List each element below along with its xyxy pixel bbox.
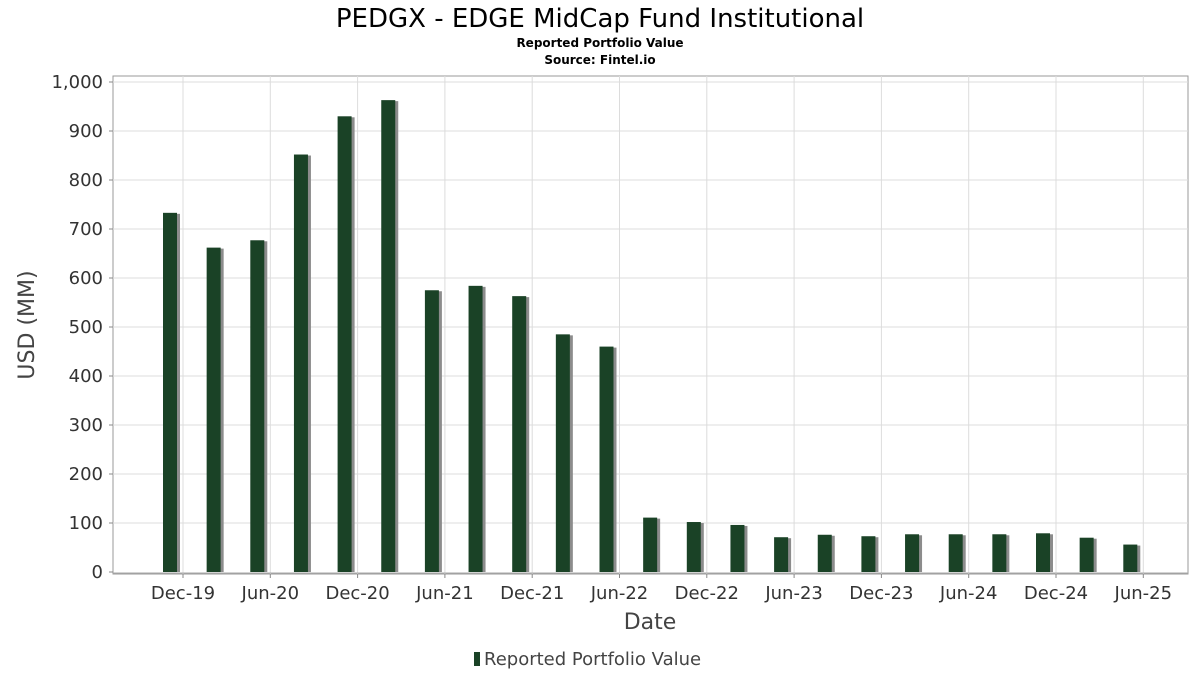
- y-tick-label: 900: [69, 121, 103, 142]
- chart-subtitle: Reported Portfolio Value: [516, 36, 683, 50]
- bar: [293, 154, 308, 572]
- legend-swatch: [474, 652, 480, 666]
- bar: [1079, 537, 1094, 572]
- bar: [905, 534, 920, 572]
- bar: [468, 285, 483, 572]
- x-axis-title: Date: [624, 610, 677, 635]
- x-tick-label: Jun-24: [939, 583, 998, 604]
- bar: [948, 534, 963, 572]
- chart-title: PEDGX - EDGE MidCap Fund Institutional: [336, 4, 864, 34]
- x-tick-label: Jun-23: [764, 583, 823, 604]
- bar: [730, 524, 745, 572]
- chart-source: Source: Fintel.io: [544, 53, 655, 67]
- y-tick-label: 300: [69, 415, 103, 436]
- y-axis-title: USD (MM): [15, 270, 40, 379]
- bars: [163, 100, 1141, 573]
- bar: [381, 100, 396, 572]
- grid: [113, 76, 1188, 574]
- x-axis: Dec-19 Jun-20 Dec-20 Jun-21 Dec-21 Jun-22 Dec-…: [151, 574, 1172, 604]
- bar: [250, 240, 265, 572]
- bar: [992, 534, 1007, 572]
- x-tick-label: Dec-24: [1024, 583, 1088, 604]
- y-axis: 0 100 200 300 400 500 600 700 800 900 1,000: [51, 72, 113, 583]
- bar: [643, 517, 658, 572]
- y-tick-label: 0: [92, 562, 103, 583]
- bar: [512, 296, 527, 572]
- x-tick-label: Jun-22: [590, 583, 649, 604]
- y-tick-label: 800: [69, 170, 103, 191]
- legend: Reported Portfolio Value: [474, 649, 701, 670]
- bar: [817, 534, 832, 572]
- x-tick-label: Dec-19: [151, 583, 215, 604]
- x-tick-label: Dec-23: [849, 583, 913, 604]
- legend-label: Reported Portfolio Value: [484, 649, 701, 670]
- bar: [163, 212, 177, 572]
- bar: [206, 247, 221, 572]
- bar: [1036, 533, 1050, 572]
- x-tick-label: Jun-25: [1114, 583, 1173, 604]
- y-tick-label: 600: [69, 268, 103, 289]
- bar: [1123, 544, 1138, 572]
- y-tick-label: 200: [69, 464, 103, 485]
- x-tick-label: Jun-21: [415, 583, 474, 604]
- x-tick-label: Jun-20: [241, 583, 300, 604]
- y-tick-label: 100: [69, 513, 103, 534]
- y-tick-label: 1,000: [51, 72, 103, 93]
- x-tick-label: Dec-22: [675, 583, 739, 604]
- x-tick-label: Dec-20: [325, 583, 389, 604]
- bar: [774, 537, 789, 572]
- y-tick-label: 500: [69, 317, 103, 338]
- y-tick-label: 700: [69, 219, 103, 240]
- bar: [424, 290, 439, 572]
- bar: [599, 346, 614, 572]
- bar: [861, 536, 876, 572]
- bar: [555, 334, 570, 572]
- bar: [337, 116, 352, 573]
- bar: [686, 522, 701, 572]
- y-tick-label: 400: [69, 366, 103, 387]
- plot-area: [112, 75, 1189, 575]
- x-tick-label: Dec-21: [500, 583, 564, 604]
